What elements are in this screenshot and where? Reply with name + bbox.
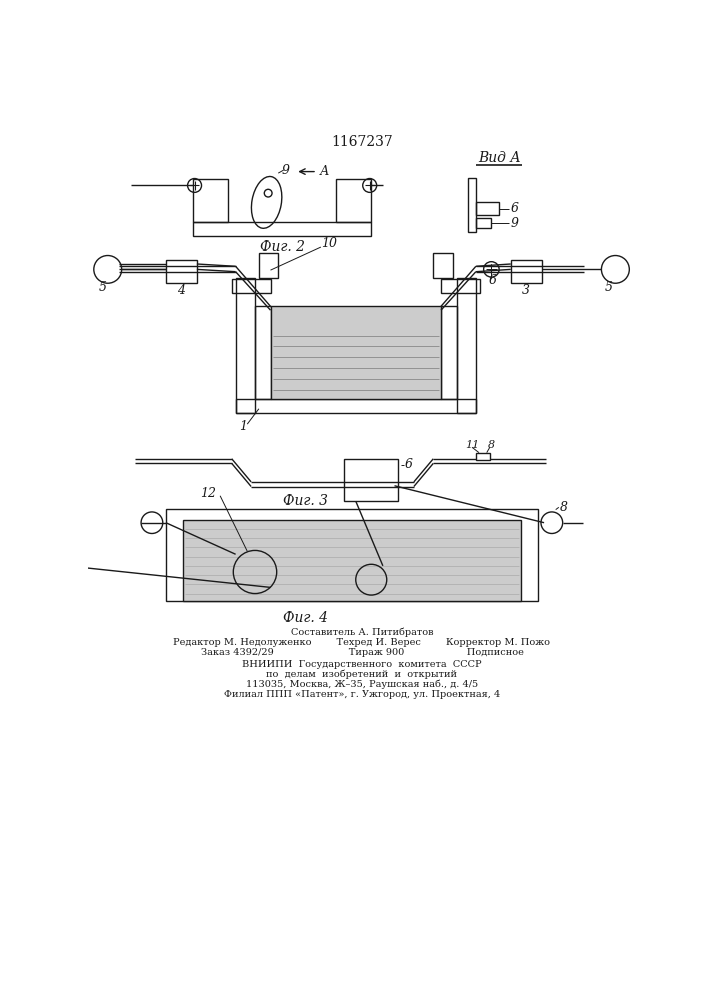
- Text: 9: 9: [282, 164, 290, 177]
- Text: 6: 6: [489, 274, 497, 287]
- Text: 113035, Москва, Ж–35, Раушская наб., д. 4/5: 113035, Москва, Ж–35, Раушская наб., д. …: [246, 680, 478, 689]
- Text: 6: 6: [510, 202, 519, 215]
- Bar: [476, 453, 490, 460]
- Bar: [193, 222, 371, 235]
- Bar: [468, 178, 476, 232]
- Bar: [441, 279, 480, 293]
- Text: 10: 10: [321, 237, 337, 250]
- Text: Заказ 4392/29                        Тираж 900                    Подписное: Заказ 4392/29 Тираж 900 Подписное: [201, 648, 523, 657]
- Text: 11: 11: [465, 440, 479, 450]
- Bar: [183, 520, 521, 601]
- Bar: [232, 279, 271, 293]
- Text: Составитель А. Питибратов: Составитель А. Питибратов: [291, 627, 433, 637]
- Bar: [255, 306, 271, 399]
- Bar: [337, 179, 371, 222]
- Bar: [457, 278, 476, 413]
- Bar: [476, 202, 499, 215]
- Text: 1167237: 1167237: [331, 135, 393, 149]
- Bar: [441, 306, 457, 399]
- Text: 3: 3: [522, 284, 530, 297]
- Bar: [259, 253, 279, 278]
- Text: 12: 12: [201, 487, 216, 500]
- Bar: [510, 260, 542, 283]
- Text: А: А: [320, 165, 329, 178]
- Bar: [271, 306, 441, 399]
- Bar: [193, 179, 228, 222]
- Text: Фиг. 2: Фиг. 2: [259, 240, 305, 254]
- Text: по  делам  изобретений  и  открытий: по делам изобретений и открытий: [267, 670, 457, 679]
- Text: 8: 8: [559, 501, 568, 514]
- Text: 5: 5: [605, 281, 613, 294]
- Text: 9: 9: [510, 217, 519, 230]
- Text: 8: 8: [488, 440, 495, 450]
- Text: Фиг. 3: Фиг. 3: [283, 494, 328, 508]
- Bar: [166, 509, 538, 601]
- Text: Филиал ППП «Патент», г. Ужгород, ул. Проектная, 4: Филиал ППП «Патент», г. Ужгород, ул. Про…: [224, 690, 500, 699]
- Text: Фиг. 4: Фиг. 4: [283, 611, 328, 625]
- Bar: [476, 218, 491, 228]
- Text: 1: 1: [240, 420, 247, 433]
- Text: 6: 6: [404, 458, 413, 471]
- Bar: [344, 459, 398, 501]
- Text: ВНИИПИ  Государственного  комитета  СССР: ВНИИПИ Государственного комитета СССР: [242, 660, 481, 669]
- Bar: [235, 399, 476, 413]
- Bar: [166, 260, 197, 283]
- Text: 5: 5: [98, 281, 106, 294]
- Text: Вид А: Вид А: [478, 151, 520, 165]
- Text: 4: 4: [177, 284, 185, 297]
- Bar: [433, 253, 452, 278]
- Bar: [235, 278, 255, 413]
- Text: Редактор М. Недолуженко        Техред И. Верес        Корректор М. Пожо: Редактор М. Недолуженко Техред И. Верес …: [173, 638, 551, 647]
